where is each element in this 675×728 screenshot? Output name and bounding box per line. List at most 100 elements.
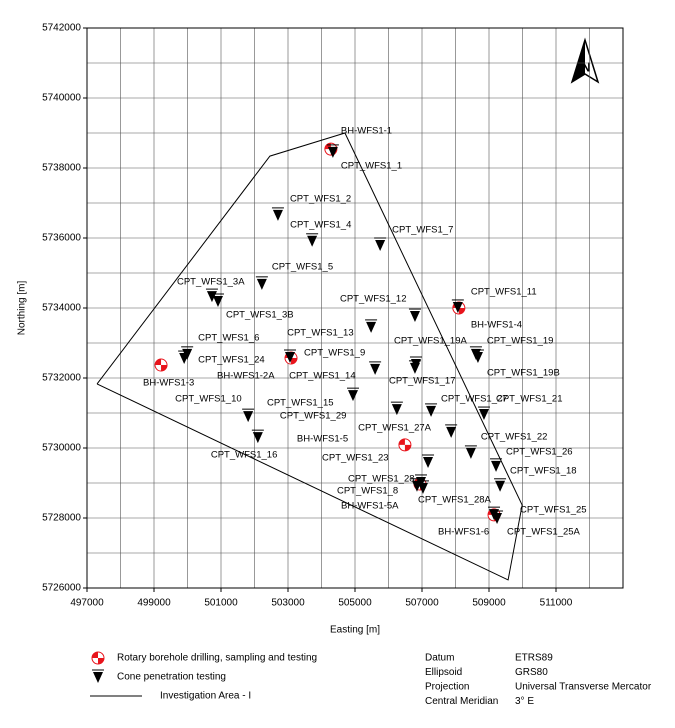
- point-label: CPT_WFS1_21: [496, 394, 563, 405]
- info-value: GRS80: [515, 667, 548, 678]
- cpt-triangle: [307, 235, 318, 247]
- point-label: CPT_WFS1_17: [389, 375, 456, 386]
- north-arrow-half: [572, 40, 585, 82]
- area-boundary: [96, 132, 523, 581]
- point-label: CPT_WFS1_1: [341, 160, 402, 171]
- cpt-triangle: [212, 296, 223, 307]
- cpt-triangle: [472, 352, 483, 363]
- y-tick-label: 5732000: [42, 373, 81, 384]
- x-tick-label: 503000: [271, 598, 305, 609]
- cpt-triangle: [285, 352, 296, 363]
- borehole-ring: [398, 438, 412, 452]
- cpt-triangle: [409, 311, 420, 323]
- survey-point: [284, 349, 297, 363]
- survey-point: [477, 406, 490, 421]
- borehole-ring: [91, 651, 105, 665]
- cpt-triangle: [409, 362, 420, 374]
- survey-point: [251, 429, 264, 444]
- point-label: CPT_WFS1_28: [348, 473, 415, 484]
- point-label: CPT_WFS1_7: [392, 225, 453, 236]
- y-tick-label: 5738000: [42, 163, 81, 174]
- point-label: CPT_WFS1_10: [175, 394, 242, 405]
- cpt-triangle: [491, 460, 502, 472]
- cpt-triangle: [495, 480, 506, 492]
- point-label: CPT_WFS1_9: [304, 348, 365, 359]
- cpt-triangle: [256, 278, 267, 290]
- cpt-triangle: [465, 447, 476, 459]
- borehole-quadrants: [398, 438, 411, 451]
- point-label: CPT_WFS1_19A: [394, 336, 468, 347]
- survey-point: [374, 237, 387, 251]
- point-label: CPT_WFS1_3A: [177, 277, 245, 288]
- point-label: CPT_WFS1_6: [198, 332, 259, 343]
- x-tick-label: 511000: [540, 598, 573, 609]
- survey-point: [390, 401, 403, 416]
- x-tick-label: 509000: [472, 598, 506, 609]
- x-axis-title: Easting [m]: [330, 625, 380, 636]
- x-tick-label: 497000: [70, 598, 104, 609]
- survey-point: [491, 510, 504, 524]
- north-arrow: N: [570, 37, 600, 84]
- cpt-triangle: [370, 363, 381, 375]
- point-label: CPT_WFS1_25: [520, 505, 587, 516]
- x-tick-label: 507000: [405, 598, 439, 609]
- survey-point: [346, 387, 359, 402]
- point-label: CPT_WFS1_11: [471, 286, 537, 297]
- point-label: CPT_WFS1_27: [441, 393, 508, 404]
- point-label: CPT_WFS1_29: [280, 411, 347, 422]
- point-label: CPT_WFS1_26: [506, 446, 573, 457]
- survey-point: [464, 445, 477, 459]
- survey-point: [494, 478, 507, 492]
- point-label: CPT_WFS1_2: [290, 193, 351, 204]
- y-tick-label: 5728000: [42, 513, 81, 524]
- info-key: Ellipsoid: [425, 667, 462, 678]
- survey-point: [242, 408, 255, 423]
- borehole-quadrants: [92, 652, 104, 664]
- info-key: Projection: [425, 682, 469, 693]
- survey-point: [154, 358, 168, 372]
- cpt-triangle: [452, 301, 463, 313]
- point-label: BH-WFS1-1: [341, 126, 392, 137]
- point-label: CPT_WFS1_19: [487, 335, 554, 346]
- survey-point: [408, 360, 421, 374]
- cpt-triangle: [243, 411, 254, 423]
- cpt-triangle: [272, 209, 283, 221]
- point-label: CPT_WFS1_18: [510, 465, 577, 476]
- survey-point: [471, 349, 484, 363]
- x-tick-label: 501000: [204, 598, 238, 609]
- cpt-triangle: [391, 404, 402, 416]
- cpt-triangle: [347, 390, 358, 402]
- point-label: CPT_WFS1_28A: [418, 494, 492, 505]
- north-label: N: [581, 59, 590, 74]
- point-label: CPT_WFS1_15: [267, 398, 334, 409]
- point-label: CPT_WFS1_8: [337, 485, 398, 496]
- point-label: CPT_WFS1_22: [481, 431, 548, 442]
- survey-point: [408, 308, 421, 323]
- y-tick-label: 5730000: [42, 443, 81, 454]
- survey-point: [211, 293, 224, 307]
- cpt-triangle: [93, 672, 103, 683]
- survey-point: [271, 207, 284, 221]
- y-axis-title: Northing [m]: [17, 281, 28, 336]
- point-label: BH-WFS1-4: [471, 320, 522, 331]
- cpt-triangle: [366, 321, 377, 333]
- legend-symbol: [91, 651, 105, 665]
- info-key: Datum: [425, 653, 454, 664]
- point-label: CPT_WFS1_12: [340, 294, 407, 305]
- survey-point: [425, 403, 438, 417]
- y-tick-label: 5726000: [42, 583, 81, 594]
- cpt-triangle: [446, 426, 457, 438]
- y-tick-label: 5740000: [42, 93, 81, 104]
- point-label: CPT_WFS1_14: [289, 370, 356, 381]
- survey-point: [178, 350, 191, 365]
- survey-point: [417, 480, 430, 494]
- point-label: CPT_WFS1_23: [322, 453, 389, 464]
- survey-point: [255, 276, 268, 290]
- borehole-ring: [154, 358, 168, 372]
- cpt-triangle: [375, 240, 386, 251]
- point-label: CPT_WFS1_5: [272, 261, 333, 272]
- survey-point: [398, 438, 412, 452]
- survey-point: [365, 319, 378, 333]
- survey-point: [369, 361, 382, 375]
